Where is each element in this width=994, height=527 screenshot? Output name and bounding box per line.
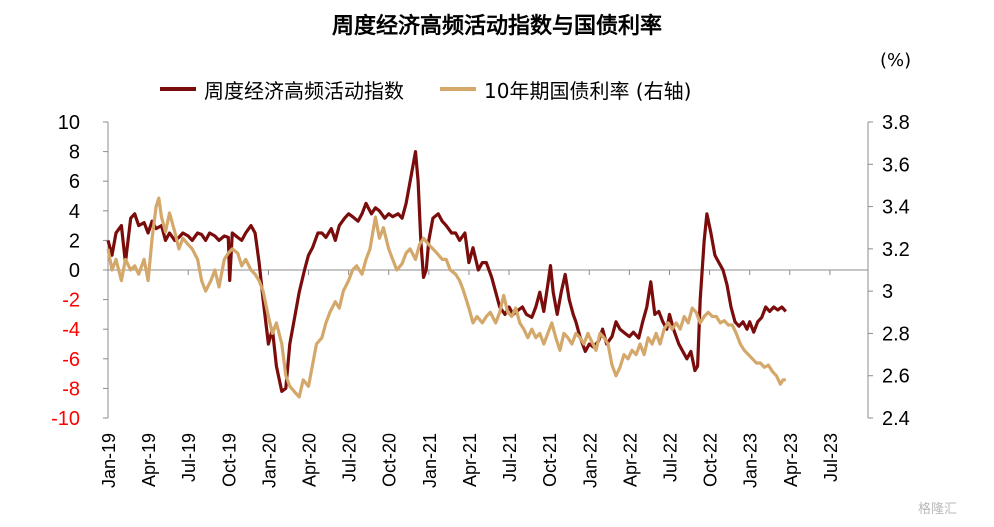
left-tick-label: 10	[58, 112, 80, 134]
left-tick-label: 6	[69, 171, 80, 193]
legend-swatch-bond-yield	[440, 87, 476, 91]
series-line-bond-yield	[106, 196, 786, 399]
chart-title: 周度经济高频活动指数与国债利率	[331, 14, 662, 39]
x-tick-label: Jul-19	[179, 433, 199, 482]
x-tick-label: Apr-22	[620, 433, 640, 487]
legend-label-bond-yield: 10年期国债利率 (右轴)	[484, 78, 692, 103]
right-tick-label: 2.4	[882, 408, 910, 430]
left-tick-label: -6	[62, 349, 80, 371]
left-tick-label: -10	[51, 408, 80, 430]
left-tick-label: -2	[62, 290, 80, 312]
x-tick-label: Jul-20	[340, 433, 360, 482]
right-tick-label: 2.6	[882, 366, 910, 388]
right-axis-unit-label: (%)	[880, 50, 912, 71]
x-tick-label: Jan-23	[741, 433, 761, 488]
legend-swatch-activity-index	[160, 87, 196, 91]
right-tick-label: 3.8	[882, 112, 910, 134]
legend-label-activity-index: 周度经济高频活动指数	[204, 78, 404, 103]
right-tick-label: 3.6	[882, 154, 910, 176]
legend-item-activity-index: 周度经济高频活动指数	[160, 75, 404, 104]
left-tick-label: 0	[69, 260, 80, 282]
x-tick-label: Jul-21	[500, 433, 520, 482]
right-tick-label: 2.8	[882, 323, 910, 345]
x-tick-label: Apr-23	[781, 433, 801, 487]
legend: 周度经济高频活动指数 10年期国债利率 (右轴)	[160, 74, 727, 104]
left-tick-label: -4	[62, 319, 80, 341]
left-tick-label: 2	[69, 230, 80, 252]
right-tick-label: 3.2	[882, 239, 910, 261]
x-tick-label: Jul-22	[660, 433, 680, 482]
right-tick-label: 3.4	[882, 197, 910, 219]
x-tick-label: Jul-23	[821, 433, 841, 482]
right-tick-label: 3	[882, 281, 893, 303]
x-tick-label: Jan-20	[259, 433, 279, 488]
x-tick-label: Jan-19	[99, 433, 119, 488]
left-tick-label: -8	[62, 378, 80, 400]
x-tick-label: Apr-21	[460, 433, 480, 487]
x-tick-label: Oct-21	[540, 433, 560, 487]
watermark-logo-text: 格隆汇	[918, 502, 958, 517]
left-tick-label: 8	[69, 142, 80, 164]
series-line-activity-index	[106, 150, 787, 393]
legend-item-bond-yield: 10年期国债利率 (右轴)	[440, 75, 691, 104]
x-tick-label: Jan-21	[420, 433, 440, 488]
x-tick-label: Oct-22	[701, 433, 721, 487]
x-tick-label: Apr-20	[300, 433, 320, 487]
left-tick-label: 4	[69, 201, 80, 223]
x-tick-label: Apr-19	[139, 433, 159, 487]
x-tick-label: Jan-22	[580, 433, 600, 488]
x-tick-label: Oct-20	[380, 433, 400, 487]
x-tick-label: Oct-19	[219, 433, 239, 487]
